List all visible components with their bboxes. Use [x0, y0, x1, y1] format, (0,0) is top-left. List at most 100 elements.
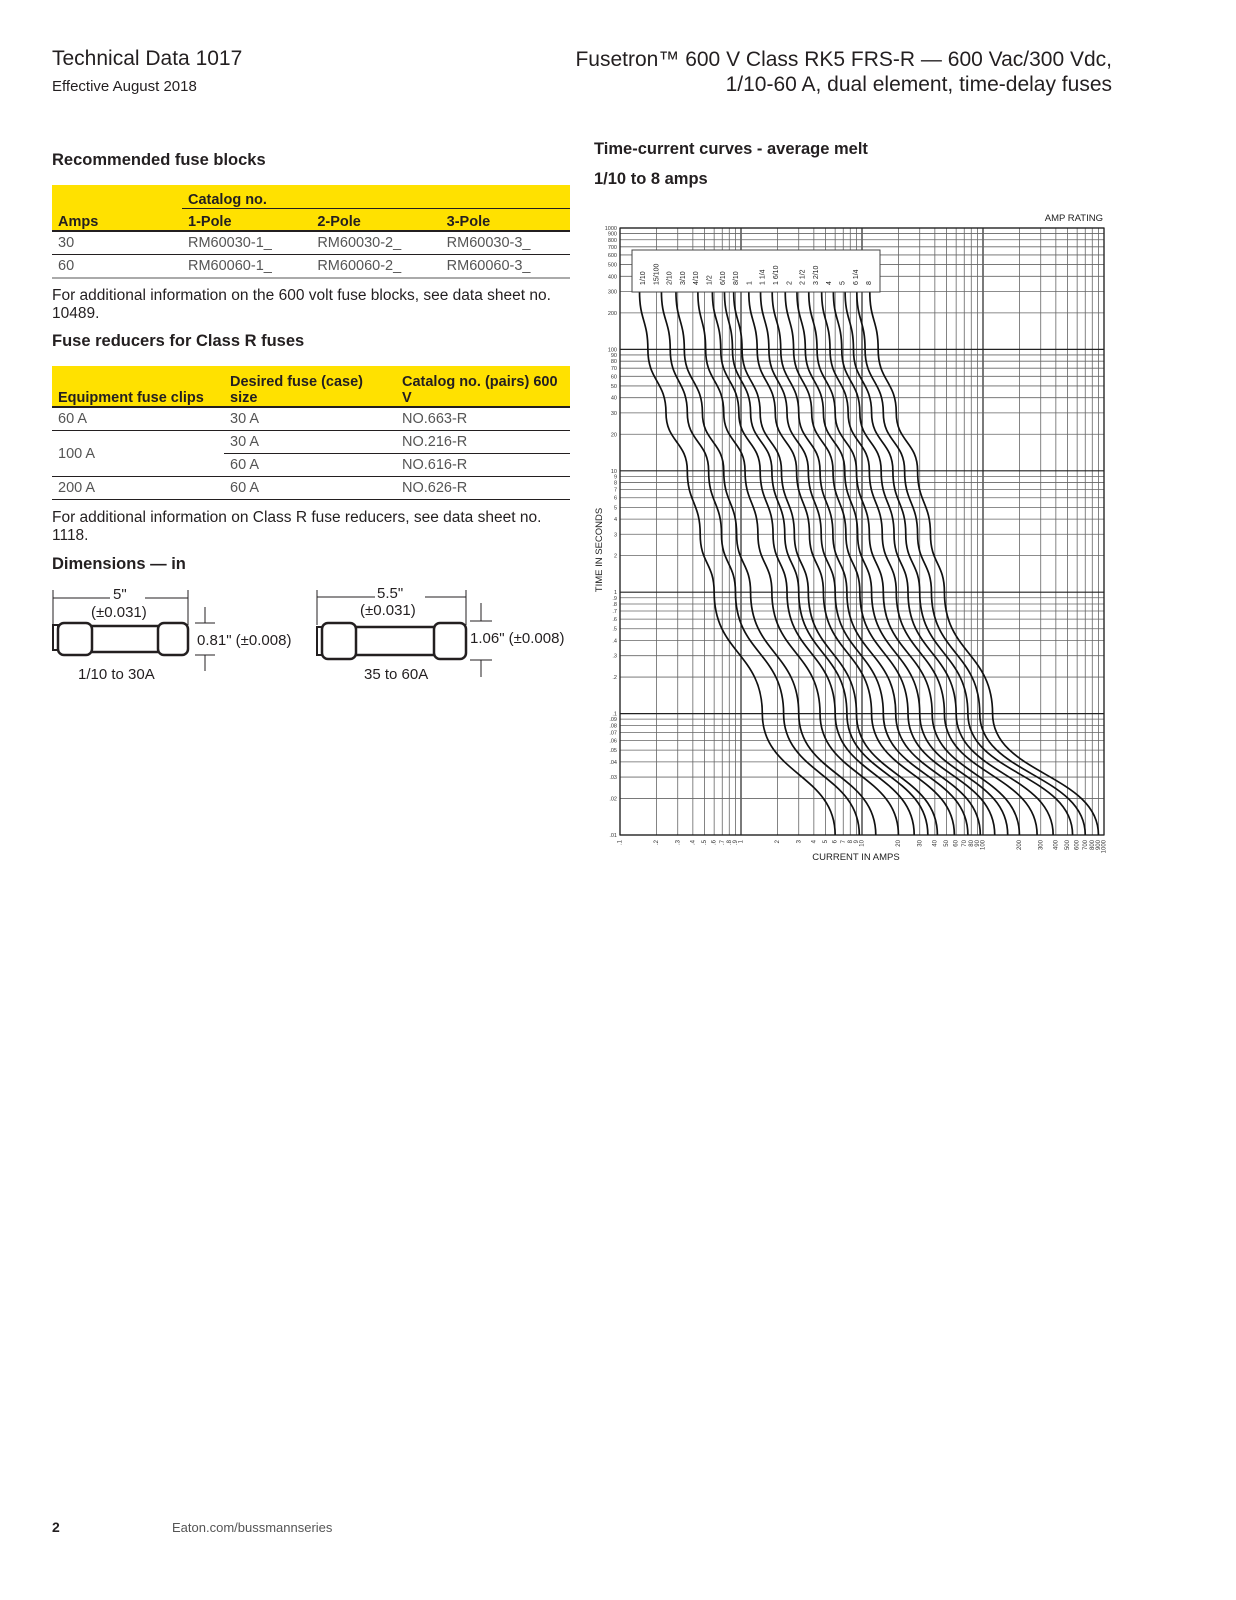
- y-tick-label: 400: [608, 274, 617, 280]
- large-diameter: 1.06" (±0.008): [470, 630, 565, 647]
- effective-date: Effective August 2018: [52, 78, 197, 95]
- reducers-heading: Fuse reducers for Class R fuses: [52, 332, 305, 350]
- page-number: 2: [52, 1519, 60, 1535]
- x-tick-label: 100: [981, 839, 987, 850]
- legend-label: 6 1/4: [853, 269, 860, 285]
- x-axis-label: CURRENT IN AMPS: [812, 852, 899, 863]
- x-tick-label: .2: [654, 839, 660, 845]
- cell: 30: [58, 235, 75, 251]
- legend-label: 1/2: [707, 275, 714, 285]
- y-tick-label: 10: [611, 469, 617, 475]
- cell: RM60030-1_: [188, 235, 272, 251]
- cell: 60: [58, 258, 75, 274]
- x-tick-label: 7: [841, 839, 847, 843]
- y-tick-label: 70: [611, 366, 617, 372]
- table-row: 30 RM60030-1_ RM60030-2_ RM60030-3_: [52, 231, 570, 255]
- curve-6-1-4: [855, 291, 1087, 836]
- page-title: Fusetron™ 600 V Class RK5 FRS-R — 600 Va…: [575, 47, 1112, 97]
- footer-site: Eaton.com/bussmannseries: [172, 1520, 333, 1535]
- curve-3-10: [697, 291, 900, 836]
- y-tick-label: 20: [611, 432, 617, 438]
- curve-1-2: [723, 291, 929, 836]
- x-tick-label: .7: [720, 839, 726, 845]
- cell: RM60030-2_: [317, 235, 402, 251]
- curve-1-10: [638, 291, 837, 836]
- col-header: 1-Pole: [182, 208, 312, 231]
- y-tick-label: .02: [609, 796, 617, 802]
- x-tick-label: 300: [1038, 839, 1044, 850]
- y-tick-label: 6: [614, 496, 617, 502]
- x-tick-label: 800: [1090, 839, 1096, 850]
- table-row: 200 A 60 A NO.626-R: [52, 477, 570, 500]
- x-tick-label: 30: [917, 839, 923, 846]
- table-row: 60 RM60060-1_ RM60060-2_ RM60060-3_: [52, 255, 570, 278]
- curve-15-100: [660, 291, 861, 836]
- legend-label: 4/10: [693, 271, 700, 285]
- y-tick-label: 2: [614, 554, 617, 560]
- x-tick-label: 50: [944, 839, 950, 846]
- y-tick-label: .3: [612, 654, 617, 660]
- fuse-blocks-note: For additional information on the 600 vo…: [52, 287, 551, 322]
- x-tick-label: .6: [712, 839, 718, 845]
- legend-label: 3 2/10: [813, 265, 820, 285]
- large-length: 5.5": [377, 585, 404, 602]
- y-tick-label: .2: [612, 675, 617, 681]
- y-tick-label: .03: [609, 775, 617, 781]
- x-tick-label: 900: [1096, 839, 1102, 850]
- cell: RM60060-3_: [446, 258, 531, 274]
- x-tick-label: 2: [775, 839, 781, 843]
- small-range: 1/10 to 30A: [78, 666, 155, 683]
- table-row: 100 A 30 A NO.216-R: [52, 430, 570, 477]
- x-tick-label: 700: [1083, 839, 1089, 850]
- y-tick-label: .9: [612, 596, 617, 602]
- legend-label: 2: [786, 281, 793, 285]
- chart-subheading: 1/10 to 8 amps: [594, 170, 708, 188]
- y-tick-label: 1: [614, 590, 617, 596]
- fuse-blocks-heading: Recommended fuse blocks: [52, 151, 266, 169]
- x-tick-label: .8: [727, 839, 733, 845]
- x-tick-label: 10: [860, 839, 866, 846]
- y-tick-label: 5: [614, 505, 617, 511]
- y-tick-label: 3: [614, 532, 617, 538]
- legend-label: 3/10: [680, 271, 687, 285]
- small-diameter: 0.81" (±0.008): [197, 632, 292, 649]
- doc-number: Technical Data 1017: [52, 47, 243, 70]
- y-tick-label: 600: [608, 253, 617, 259]
- curve-4: [832, 291, 1054, 836]
- legend-label: 1 1/4: [760, 269, 767, 285]
- small-length: 5": [113, 586, 127, 603]
- y-tick-label: .08: [609, 723, 617, 729]
- y-tick-label: .07: [609, 730, 617, 736]
- y-tick-label: 700: [608, 245, 617, 251]
- large-fuse-drawing: [316, 590, 492, 677]
- fuse-blocks-table: Catalog no. Amps 1-Pole 2-Pole 3-Pole 30 RM6…: [52, 185, 570, 279]
- x-tick-label: 8: [848, 839, 854, 843]
- x-tick-label: 400: [1053, 839, 1059, 850]
- cell: NO.626-R: [402, 480, 468, 496]
- y-tick-label: 60: [611, 374, 617, 380]
- y-tick-label: .8: [612, 602, 617, 608]
- col-header: 3-Pole: [440, 208, 570, 231]
- legend-box: [631, 249, 881, 293]
- y-tick-label: 900: [608, 232, 617, 238]
- curve-1: [759, 291, 969, 836]
- legend-label: 8: [866, 281, 873, 285]
- x-tick-label: 9: [854, 839, 860, 843]
- col-header: 2-Pole: [311, 208, 441, 231]
- y-tick-label: .7: [612, 609, 617, 615]
- title-line-2: 1/10-60 A, dual element, time-delay fuse…: [725, 73, 1112, 96]
- cell: RM60060-1_: [188, 258, 272, 274]
- y-tick-label: 100: [608, 347, 617, 353]
- curve-2: [796, 291, 1009, 836]
- legend-label: 15/100: [653, 263, 660, 285]
- col-header: Equipment fuse clips: [52, 366, 224, 407]
- y-tick-label: .1: [612, 712, 617, 718]
- x-tick-label: 70: [962, 839, 968, 846]
- x-tick-label: .1: [618, 839, 624, 845]
- y-tick-label: .09: [609, 717, 617, 723]
- plot-frame: [619, 227, 1105, 836]
- x-tick-label: 40: [932, 839, 938, 846]
- cell: RM60060-2_: [317, 258, 402, 274]
- y-tick-label: 90: [611, 353, 617, 359]
- y-tick-label: 300: [608, 289, 617, 295]
